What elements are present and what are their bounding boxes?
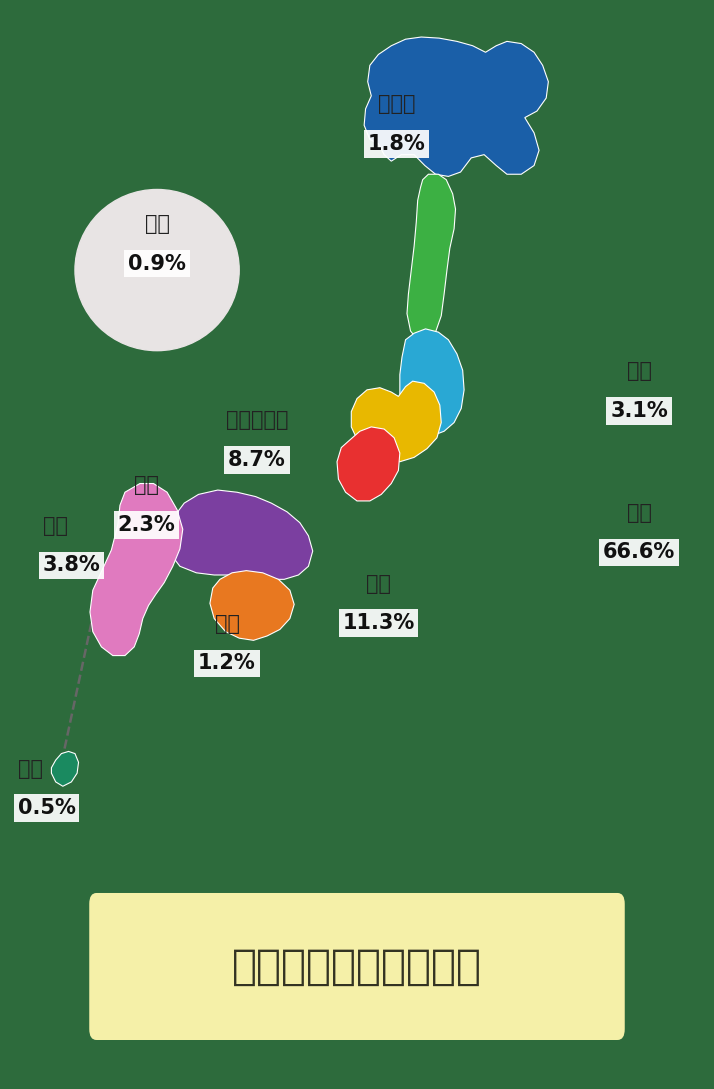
Text: 中部・北陸: 中部・北陸	[226, 411, 288, 430]
Ellipse shape	[75, 189, 239, 351]
Polygon shape	[407, 174, 456, 340]
Text: 11.3%: 11.3%	[342, 613, 415, 633]
Text: 在学生地域別統計資料: 在学生地域別統計資料	[232, 945, 482, 988]
Text: 海外: 海外	[144, 215, 170, 234]
Text: 1.8%: 1.8%	[368, 134, 425, 154]
Text: 3.1%: 3.1%	[610, 401, 668, 420]
Polygon shape	[169, 490, 313, 579]
FancyBboxPatch shape	[89, 893, 625, 1040]
Polygon shape	[51, 751, 79, 786]
Polygon shape	[210, 571, 294, 640]
Polygon shape	[337, 427, 400, 501]
Text: 3.8%: 3.8%	[43, 555, 101, 575]
Polygon shape	[364, 37, 548, 176]
Text: 東北: 東北	[626, 362, 652, 381]
Polygon shape	[90, 484, 183, 656]
Text: 九州: 九州	[43, 516, 68, 536]
Text: 中国: 中国	[134, 476, 159, 495]
Polygon shape	[351, 381, 441, 462]
Text: 関東: 関東	[626, 503, 652, 523]
Text: 8.7%: 8.7%	[228, 450, 286, 469]
Text: 0.5%: 0.5%	[18, 798, 76, 818]
Text: 四国: 四国	[214, 614, 240, 634]
Text: 沖縄: 沖縄	[18, 759, 43, 779]
Text: 66.6%: 66.6%	[603, 542, 675, 562]
Text: 関西: 関西	[366, 574, 391, 594]
Text: 2.3%: 2.3%	[118, 515, 175, 535]
Text: 北海道: 北海道	[378, 95, 415, 114]
Polygon shape	[400, 329, 464, 436]
Text: 0.9%: 0.9%	[128, 254, 186, 273]
Text: 1.2%: 1.2%	[198, 653, 256, 673]
